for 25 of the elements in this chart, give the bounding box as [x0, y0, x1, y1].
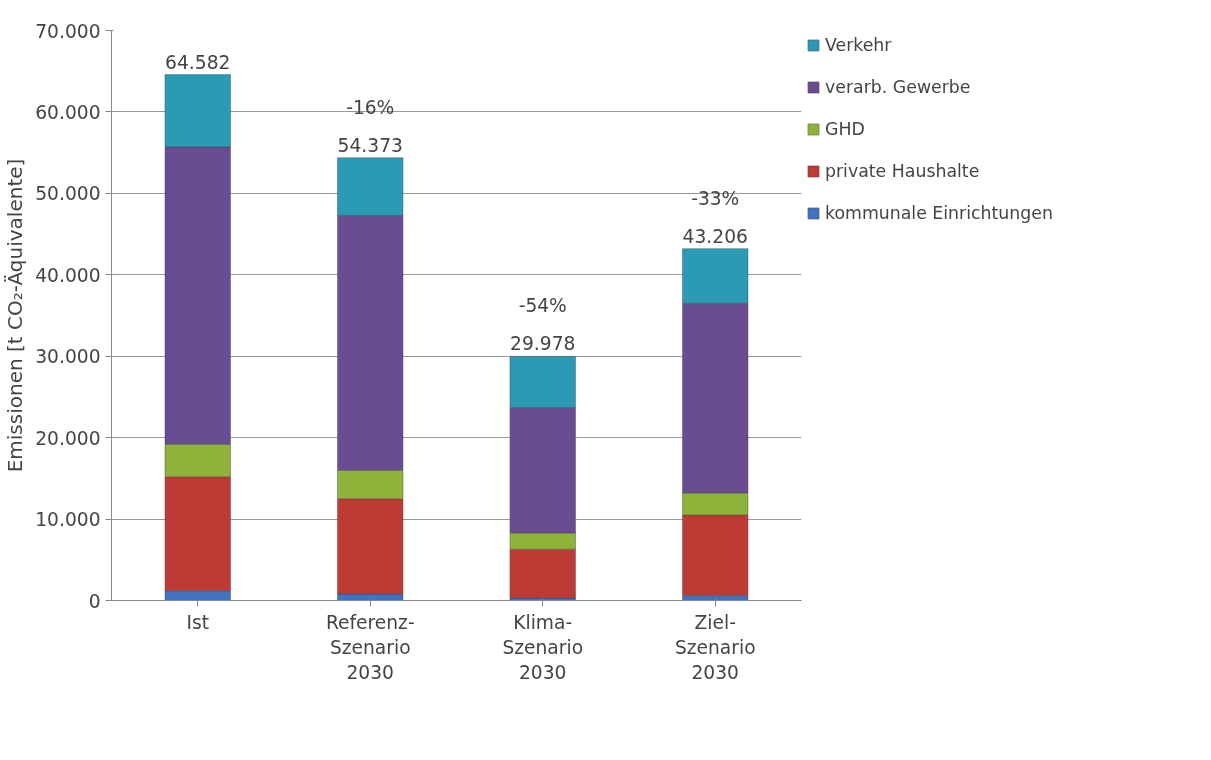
- y-tick-label: 10.000: [35, 509, 101, 531]
- total-label: 43.206: [682, 225, 748, 247]
- annotation: -33%: [691, 187, 740, 209]
- x-tick-label: Ist: [186, 611, 210, 633]
- y-tick-label: 50.000: [35, 183, 101, 205]
- total-label: 54.373: [337, 134, 403, 156]
- y-axis-title: Emissionen [t CO₂-Äquivalente]: [3, 158, 28, 473]
- y-tick-label: 40.000: [35, 264, 101, 286]
- legend-label: private Haushalte: [825, 161, 980, 181]
- x-tick-label: Referenz- Szenario 2030: [325, 611, 415, 683]
- y-tick-label: 0: [88, 590, 101, 612]
- legend-label: kommunale Einrichtungen: [825, 203, 1053, 223]
- legend-label: verarb. Gewerbe: [825, 77, 971, 97]
- legend-label: Verkehr: [825, 35, 892, 55]
- annotation: -54%: [518, 295, 567, 317]
- y-tick-label: 60.000: [35, 101, 101, 123]
- y-tick-label: 70.000: [35, 20, 101, 42]
- legend-label: GHD: [825, 119, 865, 139]
- total-label: 29.978: [510, 333, 576, 355]
- total-label: 64.582: [165, 51, 231, 73]
- y-tick-label: 30.000: [35, 346, 101, 368]
- x-tick-label: Klima- Szenario 2030: [502, 611, 584, 683]
- x-tick-label: Ziel- Szenario 2030: [674, 611, 756, 683]
- annotation: -16%: [346, 96, 395, 118]
- y-tick-label: 20.000: [35, 427, 101, 449]
